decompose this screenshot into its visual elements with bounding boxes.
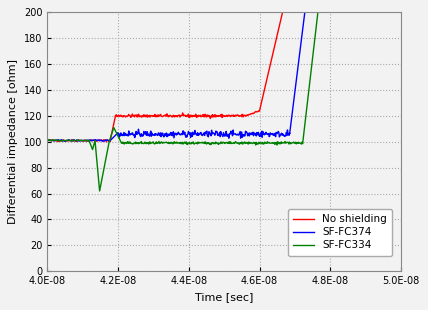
- SF-FC334: [257, 142, 262, 145]
- No shielding: [155, 115, 160, 118]
- SF-FC334: [45, 139, 50, 143]
- No shielding: [280, 11, 285, 14]
- No shielding: [138, 114, 143, 118]
- No shielding: [270, 51, 276, 55]
- SF-FC374: [214, 130, 220, 133]
- SF-FC374: [62, 140, 67, 143]
- SF-FC374: [179, 131, 184, 135]
- SF-FC374: [45, 139, 50, 142]
- No shielding: [116, 113, 121, 117]
- Line: No shielding: No shielding: [47, 12, 282, 142]
- SF-FC374: [302, 11, 307, 14]
- SF-FC374: [78, 139, 83, 142]
- SF-FC334: [193, 141, 199, 145]
- X-axis label: Time [sec]: Time [sec]: [195, 292, 253, 302]
- SF-FC334: [315, 11, 321, 14]
- SF-FC374: [171, 130, 176, 134]
- No shielding: [130, 112, 135, 116]
- No shielding: [45, 138, 50, 142]
- SF-FC334: [253, 141, 258, 144]
- Legend: No shielding, SF-FC374, SF-FC334: No shielding, SF-FC374, SF-FC334: [288, 209, 392, 256]
- SF-FC334: [90, 148, 95, 151]
- SF-FC374: [131, 133, 136, 137]
- Line: SF-FC374: SF-FC374: [47, 12, 305, 141]
- Line: SF-FC334: SF-FC334: [47, 12, 318, 191]
- SF-FC334: [97, 189, 102, 193]
- SF-FC334: [294, 141, 299, 144]
- SF-FC334: [140, 142, 146, 145]
- No shielding: [277, 23, 282, 27]
- Y-axis label: Differential impedance [ohm]: Differential impedance [ohm]: [8, 59, 18, 224]
- No shielding: [104, 140, 109, 144]
- SF-FC374: [249, 131, 254, 135]
